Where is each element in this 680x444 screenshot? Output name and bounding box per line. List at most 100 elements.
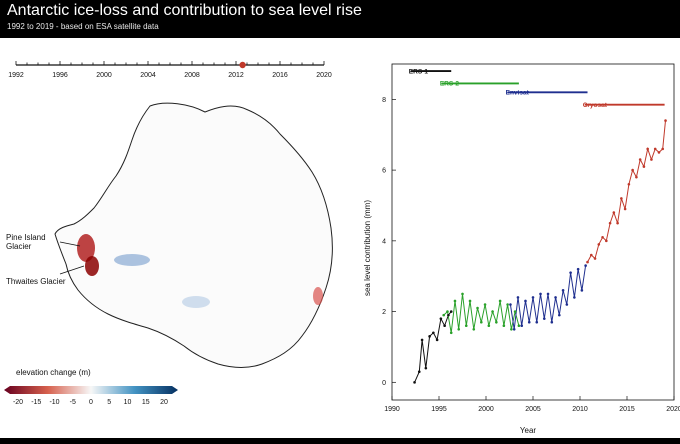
- coastal-gain: [182, 296, 210, 308]
- data-point: [453, 299, 457, 303]
- data-point: [661, 147, 665, 151]
- colorbar-ticks: -20 -15 -10 -5 0 5 10 15 20: [13, 399, 168, 406]
- data-point: [439, 317, 443, 320]
- pine-island-label-line: Pine Island: [6, 233, 46, 242]
- data-point: [417, 370, 421, 374]
- data-point: [449, 310, 453, 313]
- data-point: [638, 158, 642, 161]
- x-tick-label: 1995: [431, 406, 447, 413]
- data-point: [646, 147, 649, 151]
- timeline-ticks: [15, 61, 325, 65]
- x-axis-label: Year: [520, 426, 537, 435]
- data-point: [483, 303, 487, 306]
- timeline-labels: 1992 1996 2000 2004 2008 2012 2016 2020: [8, 72, 332, 79]
- mission-bars: ERS-1 ERS-2 Envisat Cryosat: [409, 68, 665, 109]
- x-tick-label: 2000: [478, 406, 494, 413]
- data-point: [612, 211, 616, 214]
- page-title: Antarctic ice-loss and contribution to s…: [7, 2, 362, 19]
- data-point: [546, 292, 550, 296]
- data-point: [565, 303, 569, 306]
- thwaites-anomaly: [85, 256, 99, 276]
- colorbar-tick-label: 15: [142, 399, 150, 406]
- bottom-strip: [0, 438, 680, 444]
- colorbar-tick-label: -10: [49, 399, 59, 406]
- data-point: [539, 292, 542, 296]
- data-point: [558, 313, 561, 317]
- colorbar-title: elevation change (m): [16, 368, 91, 377]
- mission-label: ERS-2: [440, 81, 460, 88]
- data-point: [623, 207, 627, 211]
- data-point: [586, 260, 589, 264]
- timeline-tick-label: 1992: [8, 72, 24, 79]
- mission-label: ERS-1: [409, 68, 429, 75]
- data-point: [476, 306, 479, 310]
- pine-island-label-line: Glacier: [6, 242, 32, 251]
- data-point: [589, 253, 593, 257]
- y-tick-label: 8: [382, 97, 386, 104]
- data-point: [616, 221, 619, 225]
- data-point: [635, 175, 638, 179]
- data-point: [554, 296, 557, 299]
- y-tick-label: 6: [382, 168, 386, 175]
- thwaites-pointer: [59, 265, 85, 275]
- data-point: [513, 310, 517, 313]
- data-point: [512, 327, 516, 331]
- data-point: [601, 236, 604, 239]
- series-points: [413, 119, 667, 384]
- mission-label: Envisat: [506, 89, 530, 96]
- data-point: [472, 327, 476, 331]
- data-point: [443, 324, 446, 328]
- data-point: [535, 320, 539, 324]
- data-point: [520, 324, 524, 328]
- data-point: [664, 119, 667, 122]
- colorbar-tick-label: 0: [89, 399, 93, 406]
- timeline-tick-label: 2016: [272, 72, 288, 79]
- pine-island-anomaly: [77, 234, 95, 262]
- east-coast-anomaly: [313, 287, 323, 305]
- data-point: [480, 320, 483, 324]
- data-point: [510, 327, 513, 331]
- data-point: [561, 289, 565, 292]
- data-point: [461, 292, 464, 296]
- x-axis-ticks: 1990 1995 2000 2005 2010 2015 2020: [384, 396, 680, 413]
- pine-island-pointer: [59, 241, 81, 247]
- antarctica-map: Pine Island Glacier Thwaites Glacier elev…: [4, 102, 333, 406]
- timeline-tick-label: 2000: [96, 72, 112, 79]
- data-point: [657, 151, 661, 154]
- data-point: [502, 324, 506, 328]
- data-point: [487, 324, 491, 328]
- data-point: [506, 303, 509, 306]
- y-tick-label: 0: [382, 380, 386, 387]
- timeline[interactable]: 1992 1996 2000 2004 2008 2012 2016 2020: [8, 61, 332, 79]
- timeline-marker[interactable]: [239, 61, 246, 69]
- interior-gain: [114, 254, 150, 266]
- data-point: [653, 147, 657, 151]
- data-point: [550, 320, 554, 324]
- data-point: [542, 317, 546, 320]
- data-point: [631, 168, 634, 172]
- data-point: [597, 243, 601, 246]
- data-point: [420, 338, 424, 342]
- page-subtitle: 1992 to 2019 - based on ESA satellite da…: [7, 22, 159, 31]
- y-tick-label: 2: [382, 309, 386, 316]
- colorbar-tick-label: -5: [70, 399, 76, 406]
- data-point: [449, 331, 453, 335]
- data-point: [605, 239, 608, 243]
- data-point: [608, 221, 612, 225]
- data-point: [527, 320, 531, 324]
- data-point: [593, 257, 597, 260]
- timeline-tick-label: 1996: [52, 72, 68, 79]
- data-point: [468, 299, 472, 303]
- y-axis-ticks: 0 2 4 6 8: [382, 97, 396, 387]
- data-point: [620, 197, 623, 200]
- data-point: [464, 324, 468, 328]
- header-bar: Antarctic ice-loss and contribution to s…: [0, 0, 680, 38]
- timeline-tick-label: 2012: [228, 72, 244, 79]
- data-point: [446, 310, 449, 313]
- mission-label: Cryosat: [583, 102, 608, 109]
- colorbar-tick-label: 20: [160, 399, 168, 406]
- data-point: [413, 381, 416, 384]
- pine-island-label: Pine Island Glacier: [6, 233, 46, 251]
